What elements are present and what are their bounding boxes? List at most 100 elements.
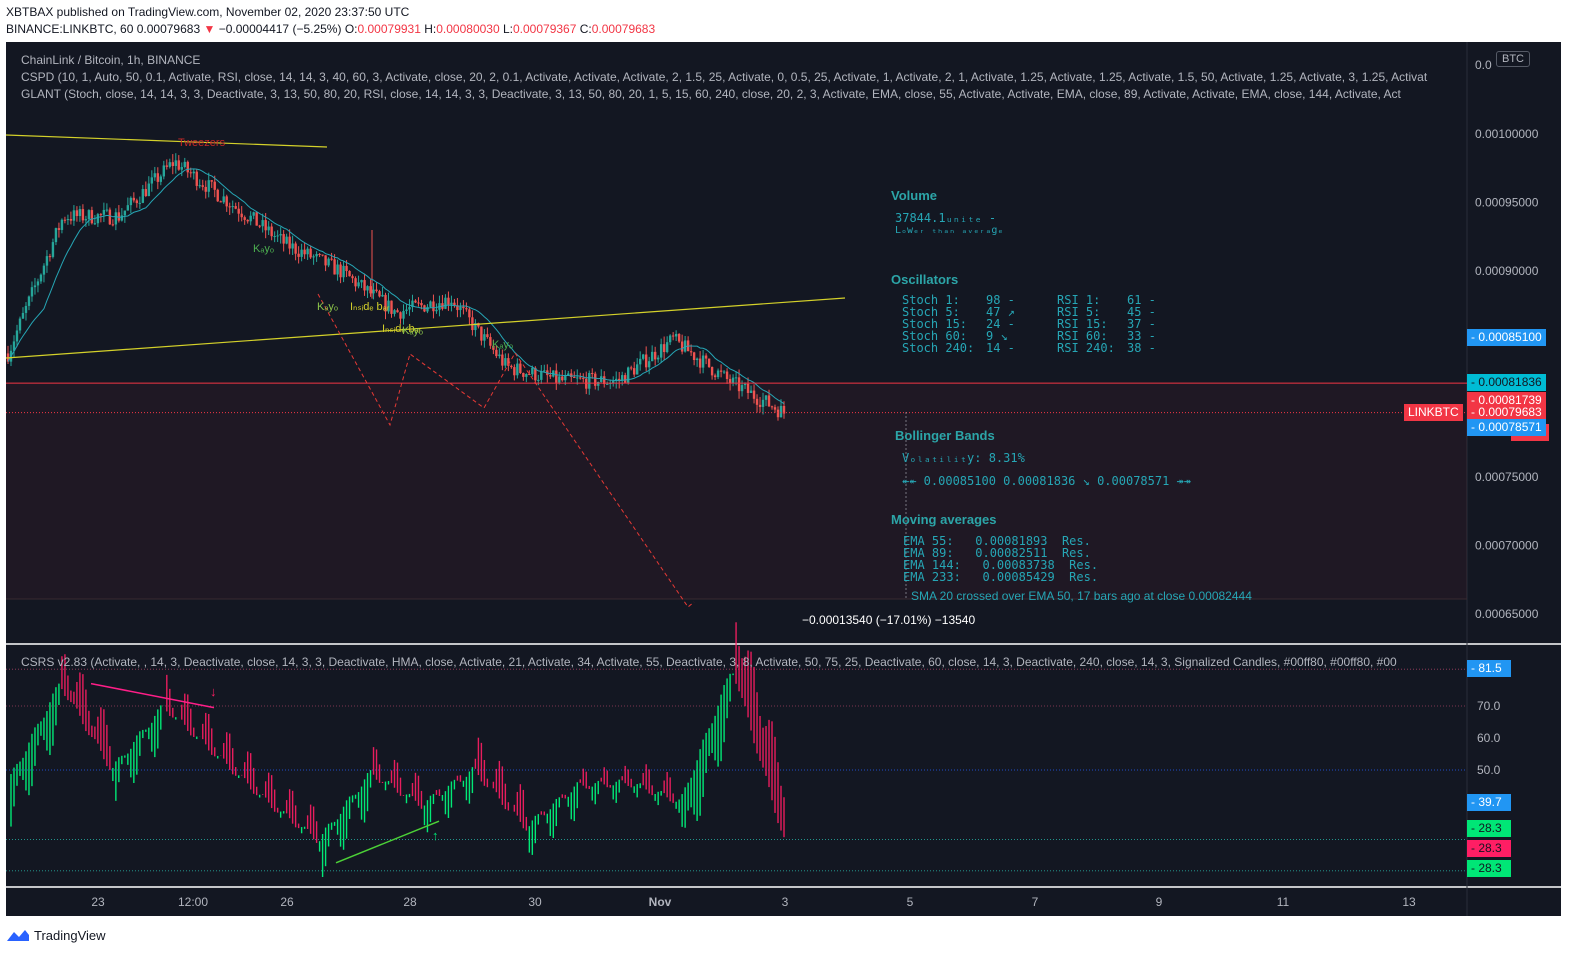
cspd-indicator-legend[interactable]: CSPD (10, 1, Auto, 50, 0.1, Activate, RS… <box>21 70 1428 84</box>
kayo-label: Kₐyₒ <box>492 339 513 351</box>
oscillator-sv: 9 ↘ <box>986 329 1008 343</box>
candle-body <box>432 301 435 312</box>
moving-average-row: EMA 144: 0.00083738 Res. <box>903 558 1099 572</box>
moving-average-line <box>7 168 785 405</box>
candle-body <box>243 217 246 220</box>
candle-body <box>66 219 70 221</box>
candle-body <box>249 215 252 222</box>
candle-body <box>420 302 423 306</box>
oscillator-sv: 98 - <box>986 293 1015 307</box>
candle-body <box>363 280 366 291</box>
candle-body <box>429 301 432 307</box>
candle-body <box>743 383 747 386</box>
candle-body <box>381 294 384 297</box>
candle-body <box>450 302 453 305</box>
oscillator-s: Stoch 5: <box>902 305 960 319</box>
candle-body <box>282 234 285 244</box>
candle-body <box>498 354 501 357</box>
candle-body <box>767 395 771 407</box>
footer: TradingView <box>0 916 1569 954</box>
candle-body <box>159 176 163 182</box>
candle-body <box>692 352 696 361</box>
candle-body <box>746 383 750 393</box>
candle-body <box>51 242 55 257</box>
candle-body <box>162 165 165 177</box>
price-label: - 0.00081836 <box>1467 374 1546 392</box>
candle-body <box>537 379 540 381</box>
candle-body <box>668 335 672 343</box>
moving-averages-title: Moving averages <box>891 512 997 527</box>
low-label: L: <box>502 22 513 36</box>
oscillator-row: Stoch 15: 24 - RSI 15: 37 - <box>902 318 1167 330</box>
candle-body <box>213 181 216 190</box>
candle-body <box>435 309 438 312</box>
candle-body <box>698 358 702 368</box>
tradingview-brand: TradingView <box>34 928 106 943</box>
candle-body <box>495 349 498 357</box>
candle-body <box>105 209 109 211</box>
candle-body <box>129 197 133 206</box>
bullish-divergence-line <box>335 820 440 864</box>
oscillator-r: RSI 5: <box>1057 305 1101 319</box>
candle-body <box>653 351 657 360</box>
oscillator-rv: 61 - <box>1127 293 1156 307</box>
oscillator-r: RSI 1: <box>1057 293 1101 307</box>
candle-body <box>57 228 61 230</box>
candle-body <box>252 212 255 216</box>
high-value: 0.00080030 <box>436 22 500 36</box>
candle-body <box>120 215 124 221</box>
tradingview-logo-icon <box>7 930 29 941</box>
y-tick-label: 0.00100000 <box>1475 127 1539 141</box>
candle-body <box>30 287 34 297</box>
bollinger-volatility: Vₒₗₐₜᵢₗᵢₜy: 8.31% <box>902 451 1025 465</box>
candle-body <box>725 371 729 379</box>
kayo-label: Kₐyₒ <box>317 301 338 313</box>
inside-bar-label: Iₙₛᵢdₑ bₐᵣ <box>382 323 422 335</box>
candle-body <box>612 380 615 384</box>
bearish-divergence-line <box>90 682 215 709</box>
candle-body <box>378 291 381 297</box>
candle-body <box>180 167 183 170</box>
candle-body <box>641 354 645 359</box>
candle-body <box>21 312 25 319</box>
publish-info: XBTBAX published on TradingView.com, Nov… <box>6 5 410 19</box>
candle-body <box>444 297 447 309</box>
csrs-indicator-legend[interactable]: CSRS v2.83 (Activate, , 14, 3, Deactivat… <box>21 655 1397 669</box>
candle-body <box>291 243 294 249</box>
chart-canvas[interactable]: 0.00100000 0.00095000 0.00090000 0.00075000… <box>6 42 1561 916</box>
candle-body <box>462 306 465 309</box>
currency-badge[interactable]: BTC <box>1496 51 1530 67</box>
oscillator-sv: 24 - <box>986 317 1015 331</box>
candle-body <box>279 234 282 236</box>
chart-frame[interactable]: 0.00100000 0.00095000 0.00090000 0.00075000… <box>6 42 1561 916</box>
volume-note: Lₒwₑᵣ ₜₕₐₙ ₐᵥₑᵣₐgₑ <box>895 225 1004 236</box>
candle-body <box>270 226 273 237</box>
candle-body <box>126 205 130 211</box>
candle-body <box>69 219 73 221</box>
candle-body <box>165 165 168 167</box>
candle-body <box>504 358 507 366</box>
candle-body <box>396 310 399 313</box>
candle-body <box>549 375 552 377</box>
candle-body <box>330 258 333 260</box>
volume-value: 37844.1ᵤₙᵢₜₑ - <box>895 211 997 225</box>
candle-body <box>408 307 411 310</box>
candle-body <box>456 305 459 311</box>
candle-body <box>111 224 115 226</box>
chart-title: ChainLink / Bitcoin, 1h, BINANCE <box>21 53 201 67</box>
glant-indicator-legend[interactable]: GLANT (Stoch, close, 14, 14, 3, 3, Deact… <box>21 87 1401 101</box>
candle-body <box>81 209 85 221</box>
candle-body <box>555 370 558 383</box>
candle-body <box>156 173 160 182</box>
candle-body <box>627 367 630 383</box>
candle-body <box>60 219 64 230</box>
tweezers-label: Tweezers <box>178 137 226 149</box>
candle-body <box>507 358 510 366</box>
candle-body <box>45 256 49 266</box>
oscillator-row: Stoch 5: 47 ↗ RSI 5: 45 - <box>902 306 1167 318</box>
candle-body <box>489 337 492 346</box>
measure-label: −0.00013540 (−17.01%) −13540 <box>802 613 976 627</box>
candle-body <box>719 370 723 372</box>
y-tick-label: 0.00090000 <box>1475 264 1539 278</box>
candle-body <box>228 206 231 208</box>
